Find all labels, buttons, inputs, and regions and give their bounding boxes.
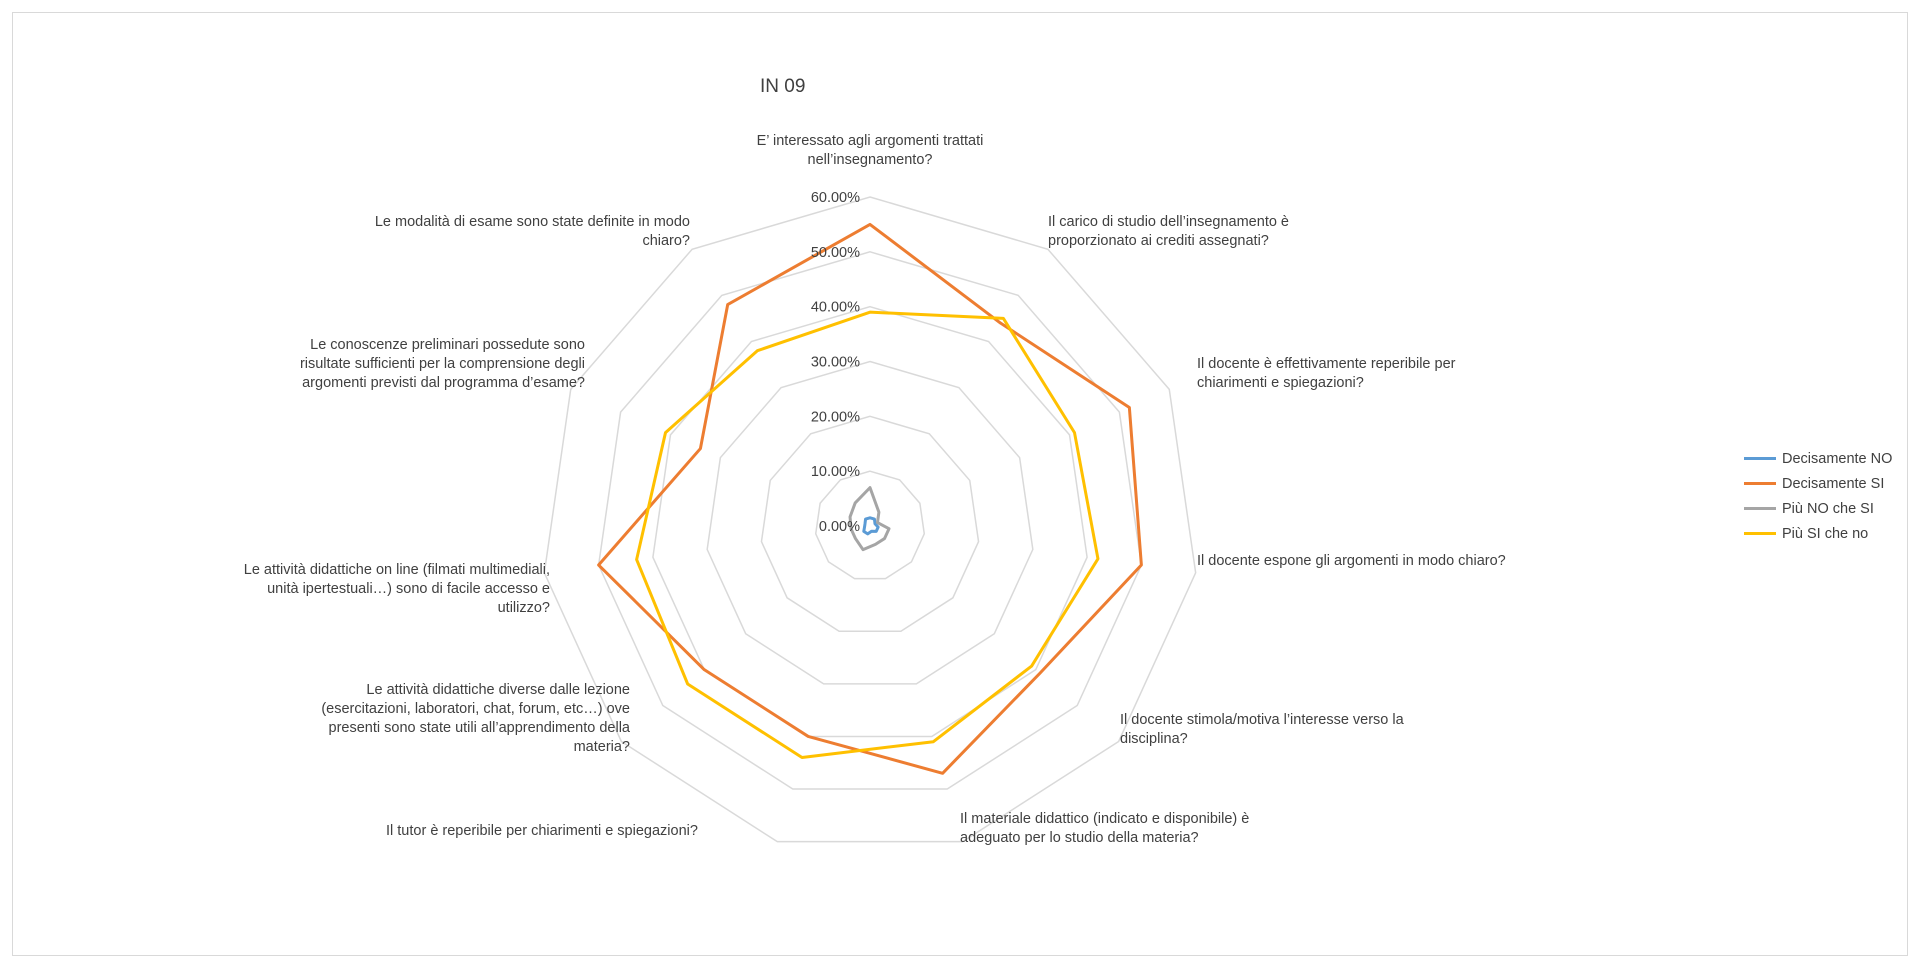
series-lines	[597, 222, 1143, 775]
axis-label-3: Il docente espone gli argomenti in modo …	[1197, 552, 1617, 571]
tick-label: 20.00%	[811, 409, 860, 425]
axis-label-line: Il materiale didattico (indicato e dispo…	[960, 811, 1250, 827]
legend-label: Più NO che SI	[1782, 500, 1874, 517]
axis-label-line: utilizzo?	[497, 600, 550, 616]
grid-ring	[760, 415, 980, 632]
series-line	[635, 310, 1100, 759]
tick-label: 50.00%	[811, 245, 860, 261]
tick-label: 10.00%	[811, 464, 860, 480]
axis-label-line: chiarimenti e spiegazioni?	[1197, 375, 1364, 391]
legend-swatch	[1744, 482, 1776, 485]
legend-item-decisamente-no: Decisamente NO	[1744, 446, 1892, 471]
legend-item-piu-no-che-si: Più NO che SI	[1744, 496, 1892, 521]
legend-item-piu-si-che-no: Più SI che no	[1744, 521, 1892, 546]
axis-label-7: Le attività didattiche diverse dalle lez…	[210, 681, 630, 757]
legend-label: Decisamente NO	[1782, 450, 1893, 467]
chart-title: IN 09	[760, 76, 806, 97]
axis-label-line: argomenti previsti dal programma d’esame…	[302, 375, 585, 391]
grid-ring	[814, 470, 926, 580]
axis-label-line: Il docente è effettivamente reperibile p…	[1197, 356, 1456, 372]
axis-label-line: Il docente stimola/motiva l’interesse ve…	[1120, 712, 1404, 728]
axis-label-9: Le conoscenze preliminari possedute sono…	[190, 336, 585, 393]
axis-label-4: Il docente stimola/motiva l’interesse ve…	[1120, 711, 1510, 749]
axis-label-line: materia?	[573, 739, 630, 755]
series-line	[862, 516, 880, 536]
legend-item-decisamente-si: Decisamente SI	[1744, 471, 1892, 496]
axis-label-line: Il docente espone gli argomenti in modo …	[1197, 553, 1506, 569]
axis-label-line: (esercitazioni, laboratori, chat, forum,…	[321, 701, 630, 717]
axis-label-6: Il tutor è reperibile per chiarimenti e …	[386, 822, 786, 841]
axis-label-line: risultate sufficienti per la comprension…	[299, 356, 585, 372]
legend-label: Più SI che no	[1782, 525, 1869, 542]
tick-label: 60.00%	[811, 190, 860, 206]
radial-tick-labels: 0.00% 10.00% 20.00% 30.00% 40.00% 50.00% 60.00…	[811, 190, 860, 535]
series-line	[848, 486, 891, 552]
axis-label-line: presenti sono state utili all’apprendime…	[328, 720, 630, 736]
legend-swatch	[1744, 532, 1776, 535]
axis-label-line: unità ipertestuali…) sono di facile acce…	[267, 581, 550, 597]
axis-label-line: nell’insegnamento?	[807, 152, 933, 168]
axis-label-line: proporzionato ai crediti assegnati?	[1048, 233, 1269, 249]
axis-label-line: Il carico di studio dell’insegnamento è	[1048, 214, 1289, 230]
grid-ring	[543, 196, 1197, 843]
axis-label-line: Le attività didattiche diverse dalle lez…	[366, 682, 630, 698]
axis-label-line: disciplina?	[1120, 731, 1188, 747]
legend-swatch	[1744, 457, 1776, 460]
radar-grid	[543, 196, 1197, 843]
axis-label-10: Le modalità di esame sono state definite…	[270, 213, 690, 251]
axis-label-line: Le modalità di esame sono state definite…	[374, 214, 690, 230]
axis-label-1: Il carico di studio dell’insegnamento è p…	[1048, 213, 1378, 251]
axis-label-line: adeguato per lo studio della materia?	[960, 830, 1199, 846]
grid-ring	[652, 305, 1088, 738]
axis-label-5: Il materiale didattico (indicato e dispo…	[960, 810, 1380, 848]
grid-ring	[597, 251, 1143, 790]
axis-label-line: chiaro?	[642, 233, 690, 249]
axis-label-line: Le attività didattiche on line (filmati …	[243, 562, 550, 578]
axis-label-2: Il docente è effettivamente reperibile p…	[1197, 355, 1537, 393]
legend-swatch	[1744, 507, 1776, 510]
grid-ring	[706, 360, 1034, 685]
legend-label: Decisamente SI	[1782, 475, 1885, 492]
tick-label: 40.00%	[811, 300, 860, 316]
chart-frame	[12, 12, 1908, 956]
axis-label-line: E’ interessato agli argomenti trattati	[756, 133, 984, 149]
axis-label-line: Il tutor è reperibile per chiarimenti e …	[386, 823, 698, 839]
axis-label-8: Le attività didattiche on line (filmati …	[120, 561, 550, 618]
axis-label-line: Le conoscenze preliminari possedute sono	[310, 337, 585, 353]
legend: Decisamente NO Decisamente SI Più NO che…	[1744, 446, 1892, 546]
series-line	[597, 222, 1143, 775]
axis-label-0: E’ interessato agli argomenti trattati ne…	[720, 132, 1020, 170]
tick-label: 0.00%	[819, 519, 860, 535]
tick-label: 30.00%	[811, 355, 860, 371]
